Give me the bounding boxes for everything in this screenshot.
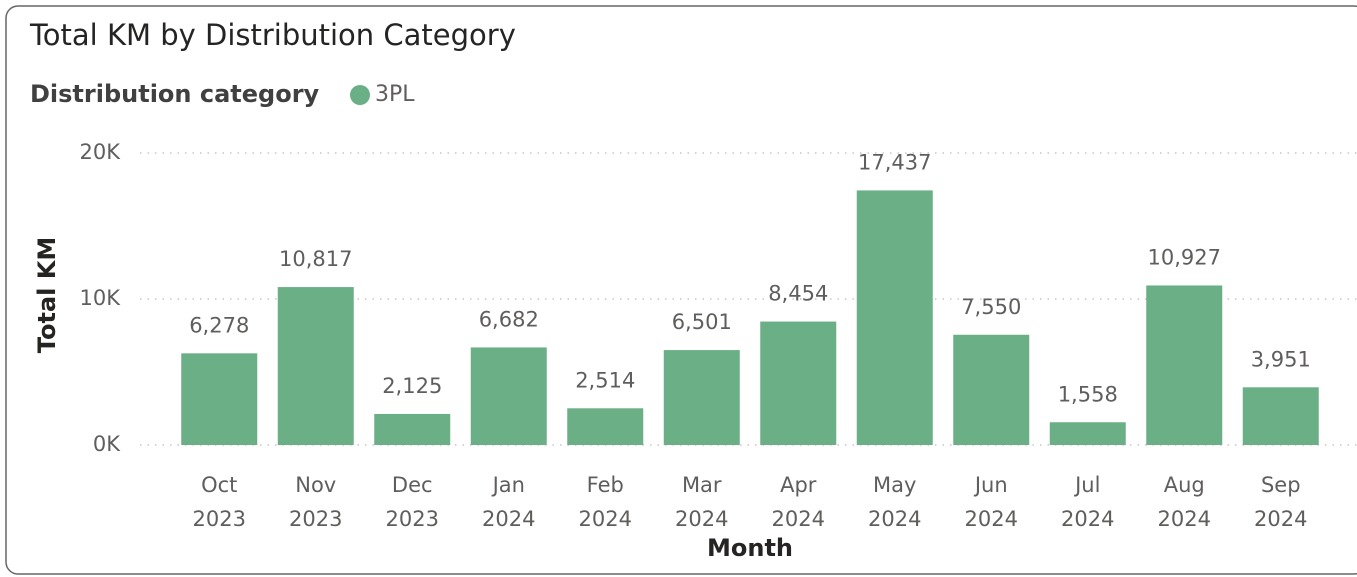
bar: [277, 287, 354, 445]
x-tick-label: Aug 2024: [1158, 473, 1211, 531]
data-label: 6,682: [479, 307, 539, 331]
bar: [856, 190, 933, 445]
x-tick-label: Oct 2023: [193, 473, 246, 531]
data-label: 8,454: [768, 282, 828, 306]
x-tick-label: Feb 2024: [579, 473, 632, 531]
legend-swatch: [350, 85, 370, 105]
x-tick-label: Sep 2024: [1254, 473, 1307, 531]
legend-title: Distribution category: [30, 80, 320, 108]
bar: [663, 350, 740, 445]
y-tick-label: 10K: [80, 286, 122, 310]
x-tick-label: Jun 2024: [965, 473, 1018, 531]
x-tick-label: Mar 2024: [675, 473, 728, 531]
x-tick-label: May 2024: [868, 473, 921, 531]
data-label: 17,437: [858, 150, 931, 174]
data-label: 10,817: [279, 247, 352, 271]
bar: [470, 347, 547, 445]
bar: [760, 321, 837, 445]
x-tick-label: Nov 2023: [289, 473, 342, 531]
bar: [1242, 387, 1319, 445]
data-label: 6,278: [189, 313, 249, 337]
x-tick-label: Jan 2024: [482, 473, 535, 531]
x-tick-label: Apr 2024: [772, 473, 825, 531]
data-label: 2,514: [575, 368, 635, 392]
data-label: 6,501: [672, 310, 732, 334]
bar: [1146, 285, 1223, 445]
data-label: 7,550: [961, 295, 1021, 319]
bar: [181, 353, 258, 445]
data-label: 1,558: [1058, 382, 1118, 406]
y-tick-label: 20K: [80, 140, 122, 164]
legend-label: 3PL: [375, 82, 415, 107]
data-label: 2,125: [382, 374, 442, 398]
bar: [1049, 422, 1126, 445]
x-tick-label: Jul 2024: [1061, 473, 1114, 531]
y-tick-label: 0K: [93, 432, 121, 456]
bar: [374, 413, 451, 445]
data-label: 3,951: [1251, 347, 1311, 371]
data-label: 10,927: [1148, 245, 1221, 269]
bar: [953, 334, 1030, 445]
x-axis-title: Month: [707, 534, 793, 562]
y-axis-title: Total KM: [33, 237, 61, 353]
chart-title: Total KM by Distribution Category: [29, 18, 516, 52]
x-tick-label: Dec 2023: [386, 473, 439, 531]
bar: [567, 408, 644, 445]
